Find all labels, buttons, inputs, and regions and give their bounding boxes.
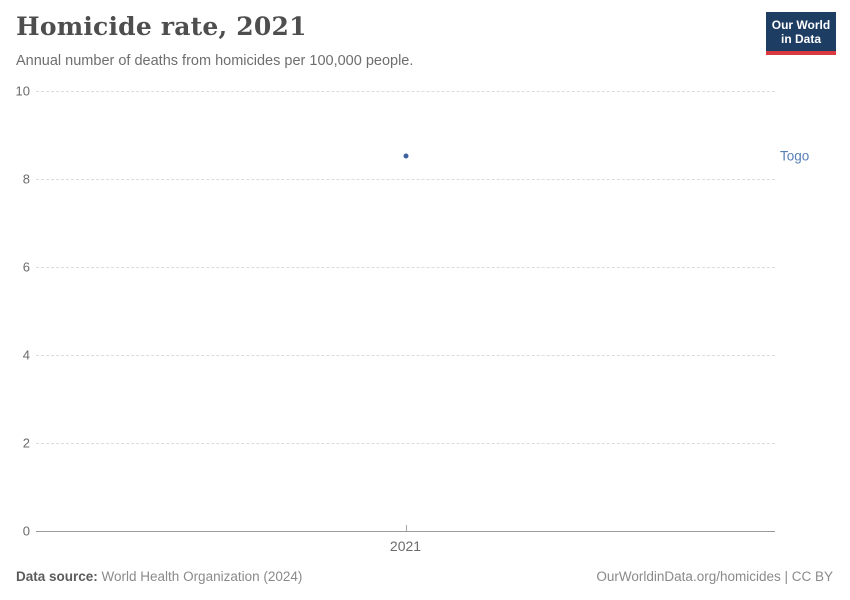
y-tick-label: 4 [22,347,30,363]
chart-title: Homicide rate, 2021 [16,12,307,41]
entity-label-togo[interactable]: Togo [780,148,810,164]
y-gridline [36,91,775,92]
y-tick-label: 6 [22,259,30,275]
data-source-note: Data source: World Health Organization (… [16,569,302,584]
y-gridline [36,267,775,268]
y-gridline [36,443,775,444]
y-tick-label: 8 [22,171,30,187]
y-tick-label: 0 [22,523,30,539]
data-source-label: Data source: [16,569,98,584]
owid-logo-line2: in Data [780,32,821,46]
y-gridline [36,179,775,180]
y-gridline [36,355,775,356]
x-axis-tick [405,525,407,531]
x-axis-line [36,531,775,532]
credit-link[interactable]: OurWorldinData.org/homicides | CC BY [596,569,833,584]
owid-logo[interactable]: Our World in Data [766,12,836,55]
owid-logo-line1: Our World [771,18,831,32]
data-point-togo[interactable] [403,153,408,159]
y-tick-label: 10 [15,83,30,99]
chart-subtitle: Annual number of deaths from homicides p… [16,53,414,69]
data-source-text: World Health Organization (2024) [97,569,303,584]
x-axis-tick-label: 2021 [389,538,422,554]
y-tick-label: 2 [22,435,30,451]
footer: Data source: World Health Organization (… [16,569,833,584]
